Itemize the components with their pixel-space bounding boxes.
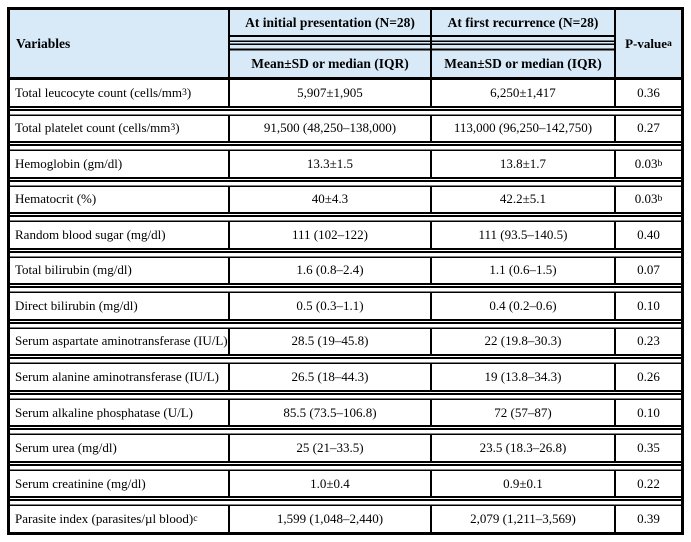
initial-value-cell: 0.5 (0.3–1.1): [230, 293, 432, 319]
header-variables-label: Variables: [16, 35, 71, 51]
row-divider: [10, 389, 681, 400]
pvalue-cell: 0.40: [637, 226, 660, 242]
variable-cell: Serum alanine aminotransferase (IU/L): [10, 364, 230, 390]
initial-value-cell: 26.5 (18–44.3): [230, 364, 432, 390]
initial-value-cell: 1.0±0.4: [230, 470, 432, 497]
header-recurrence-title: At first recurrence (N=28): [447, 14, 599, 30]
variable-cell: Serum creatinine (mg/dl): [10, 470, 230, 497]
lab-results-table: Variables At initial presentation (N=28)…: [7, 7, 684, 535]
variable-cell: Serum aspartate aminotransferase (IU/L): [10, 328, 230, 355]
initial-value-cell: 5,907±1,905: [230, 80, 432, 106]
table-row: Parasite index (parasites/µl blood) c 1,59…: [10, 506, 681, 532]
recurrence-value-cell: 42.2±5.1: [432, 186, 616, 213]
header-initial-title: At initial presentation (N=28): [245, 14, 415, 30]
recurrence-value-cell: 22 (19.8–30.3): [432, 328, 616, 355]
header-double-rule: [230, 35, 430, 51]
row-divider: [10, 460, 681, 471]
row-divider: [10, 105, 681, 116]
pvalue-cell: 0.03 b: [634, 155, 663, 171]
table-row: Hematocrit (%) 40±4.3 42.2±5.1 0.03 b: [10, 186, 681, 213]
table-row: Serum creatinine (mg/dl) 1.0±0.4 0.9±0.1 0.…: [10, 470, 681, 497]
table-row: Serum urea (mg/dl) 25 (21–33.5) 23.5 (18.3…: [10, 435, 681, 461]
initial-value-cell: 13.3±1.5: [230, 151, 432, 177]
row-divider: [10, 425, 681, 436]
pvalue-cell: 0.26: [637, 369, 660, 385]
initial-value-cell: 25 (21–33.5): [230, 435, 432, 461]
variable-cell: Total bilirubin (mg/dl): [10, 257, 230, 284]
pvalue-cell: 0.23: [637, 333, 660, 349]
table-row: Total bilirubin (mg/dl) 1.6 (0.8–2.4) 1.1 …: [10, 257, 681, 284]
variable-cell: Random blood sugar (mg/dl): [10, 222, 230, 248]
recurrence-value-cell: 72 (57–87): [432, 399, 616, 426]
row-divider: [10, 354, 681, 365]
table-row: Total leucocyte count (cells/mm 3) 5,907±1…: [10, 80, 681, 106]
row-divider: [10, 496, 681, 507]
table-row: Serum alkaline phosphatase (U/L) 85.5 (73…: [10, 399, 681, 426]
recurrence-value-cell: 19 (13.8–34.3): [432, 364, 616, 390]
row-divider: [10, 318, 681, 329]
recurrence-value-cell: 1.1 (0.6–1.5): [432, 257, 616, 284]
pvalue-cell: 0.36: [637, 84, 660, 100]
table-row: Hemoglobin (gm/dl) 13.3±1.5 13.8±1.7 0.03 b: [10, 151, 681, 177]
header-pvalue: P-value a: [625, 35, 672, 51]
table-row: Serum alanine aminotransferase (IU/L) 26.…: [10, 364, 681, 390]
row-divider: [10, 176, 681, 187]
row-divider: [10, 212, 681, 223]
variable-cell: Serum urea (mg/dl): [10, 435, 230, 461]
recurrence-value-cell: 111 (93.5–140.5): [432, 222, 616, 248]
variable-cell: Total leucocyte count (cells/mm 3): [10, 80, 230, 106]
recurrence-value-cell: 23.5 (18.3–26.8): [432, 435, 616, 461]
row-divider: [10, 283, 681, 294]
header-recurrence-subtitle: Mean±SD or median (IQR): [444, 56, 602, 71]
recurrence-value-cell: 13.8±1.7: [432, 151, 616, 177]
header-group-recurrence: At first recurrence (N=28) Mean±SD or me…: [432, 10, 616, 77]
row-divider: [10, 141, 681, 152]
initial-value-cell: 91,500 (48,250–138,000): [230, 115, 432, 142]
header-pvalue-label: P-value: [625, 35, 667, 51]
variable-cell: Hemoglobin (gm/dl): [10, 151, 230, 177]
variable-cell: Hematocrit (%): [10, 186, 230, 213]
header-initial-subtitle: Mean±SD or median (IQR): [251, 56, 409, 71]
table-row: Total platelet count (cells/mm 3) 91,500 (…: [10, 115, 681, 142]
recurrence-value-cell: 0.9±0.1: [432, 470, 616, 497]
variable-cell: Parasite index (parasites/µl blood) c: [10, 506, 230, 532]
header-variables: Variables: [10, 10, 230, 77]
initial-value-cell: 40±4.3: [230, 186, 432, 213]
header-double-rule: [432, 35, 614, 51]
variable-cell: Direct bilirubin (mg/dl): [10, 293, 230, 319]
pvalue-cell: 0.39: [637, 511, 660, 527]
pvalue-cell: 0.35: [637, 440, 660, 456]
initial-value-cell: 111 (102–122): [230, 222, 432, 248]
table-header: Variables At initial presentation (N=28)…: [10, 10, 681, 80]
initial-value-cell: 28.5 (19–45.8): [230, 328, 432, 355]
table-row: Random blood sugar (mg/dl) 111 (102–122) 1…: [10, 222, 681, 248]
table-row: Serum aspartate aminotransferase (IU/L) 2…: [10, 328, 681, 355]
recurrence-value-cell: 6,250±1,417: [432, 80, 616, 106]
pvalue-cell: 0.03 b: [634, 191, 663, 207]
initial-value-cell: 1,599 (1,048–2,440): [230, 506, 432, 532]
pvalue-cell: 0.07: [637, 262, 660, 278]
table-body: Total leucocyte count (cells/mm 3) 5,907±1…: [10, 80, 681, 532]
recurrence-value-cell: 2,079 (1,211–3,569): [432, 506, 616, 532]
initial-value-cell: 1.6 (0.8–2.4): [230, 257, 432, 284]
header-group-initial: At initial presentation (N=28) Mean±SD o…: [230, 10, 432, 77]
initial-value-cell: 85.5 (73.5–106.8): [230, 399, 432, 426]
pvalue-cell: 0.22: [637, 475, 660, 491]
variable-cell: Serum alkaline phosphatase (U/L): [10, 399, 230, 426]
pvalue-cell: 0.27: [637, 120, 660, 136]
recurrence-value-cell: 0.4 (0.2–0.6): [432, 293, 616, 319]
recurrence-value-cell: 113,000 (96,250–142,750): [432, 115, 616, 142]
row-divider: [10, 247, 681, 258]
table-row: Direct bilirubin (mg/dl) 0.5 (0.3–1.1) 0.4…: [10, 293, 681, 319]
pvalue-cell: 0.10: [637, 404, 660, 420]
variable-cell: Total platelet count (cells/mm 3): [10, 115, 230, 142]
pvalue-cell: 0.10: [637, 297, 660, 313]
